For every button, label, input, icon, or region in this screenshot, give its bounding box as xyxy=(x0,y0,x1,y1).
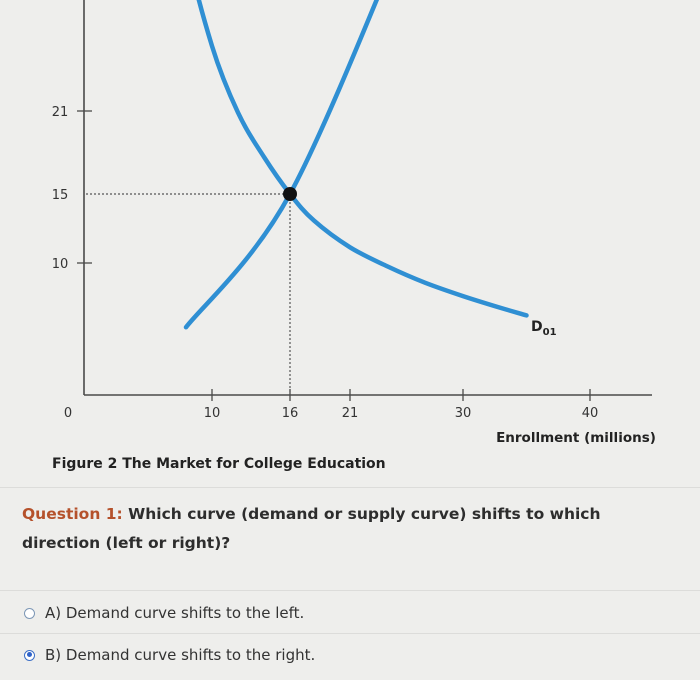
demand-curve-label: D01 xyxy=(531,319,557,338)
option-a-radio[interactable] xyxy=(24,607,35,619)
question-text: Question 1: Which curve (demand or suppl… xyxy=(22,500,682,558)
x-tick-label-21: 21 xyxy=(342,406,359,421)
demand-curve xyxy=(196,0,529,318)
option-a[interactable]: A) Demand curve shifts to the left. xyxy=(24,604,304,622)
x-tick-label-40: 40 xyxy=(582,406,599,421)
market-chart: 10 16 21 30 40 21 15 10 0 Enrollment (millions)… xyxy=(52,0,656,446)
equilibrium-point xyxy=(283,187,297,201)
option-b[interactable]: B) Demand curve shifts to the right. xyxy=(24,646,315,664)
x-tick-label-10: 10 xyxy=(204,406,221,421)
demand-label-sub: 01 xyxy=(543,327,557,338)
y-tick-label-15: 15 xyxy=(52,188,69,203)
divider-mid xyxy=(0,590,700,591)
question-prefix: Question 1: xyxy=(22,505,123,523)
supply-curve xyxy=(183,0,380,330)
option-a-label: A) Demand curve shifts to the left. xyxy=(45,604,305,622)
option-b-radio[interactable] xyxy=(24,649,35,661)
x-tick-label-16: 16 xyxy=(282,406,299,421)
x-tick-label-30: 30 xyxy=(455,406,472,421)
y-tick-label-21: 21 xyxy=(52,105,69,120)
origin-label: 0 xyxy=(64,406,72,421)
divider-options xyxy=(0,633,700,634)
x-axis-title: Enrollment (millions) xyxy=(496,430,656,446)
y-tick-label-10: 10 xyxy=(52,257,69,272)
demand-label-main: D xyxy=(531,319,543,335)
figure-caption: Figure 2 The Market for College Educatio… xyxy=(52,456,386,472)
question-body: Which curve (demand or supply curve) shi… xyxy=(22,505,601,552)
divider-top xyxy=(0,487,700,488)
option-b-label: B) Demand curve shifts to the right. xyxy=(45,646,316,664)
